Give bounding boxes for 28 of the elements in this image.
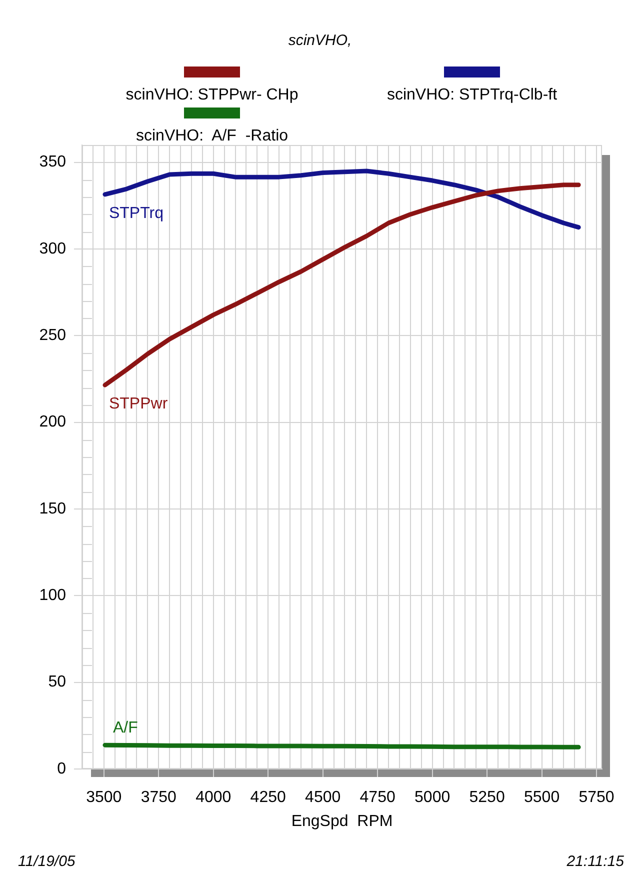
y-tick-label: 200 <box>39 414 66 431</box>
text: 21:11:15 <box>566 853 625 870</box>
x-axis-title: EngSpd RPM <box>291 812 393 830</box>
y-tick-label: 300 <box>39 240 66 258</box>
annotation: STPPwr <box>108 395 168 412</box>
x-tick-label: 5500 <box>524 789 560 806</box>
chart-subtitle: scinVHO, <box>288 32 352 50</box>
y-tick-label: 100 <box>39 587 66 604</box>
legend-label: scinVHO: STPPwr- CHp <box>126 86 298 104</box>
x-tick-label: 3750 <box>140 789 177 806</box>
y-tick-label: 250 <box>39 327 66 344</box>
x-tick-label: 4250 <box>250 789 286 806</box>
y-tick-label: 150 <box>39 500 66 518</box>
y-tick-label: 350 <box>39 154 66 171</box>
x-tick-label: 5250 <box>469 789 505 806</box>
x-tick-label: 4500 <box>305 789 341 806</box>
annotation: STPTrq <box>108 204 164 222</box>
x-tick-label: 4750 <box>360 789 396 806</box>
x-tick-label: 3500 <box>86 789 122 806</box>
x-tick-label: 5000 <box>414 789 450 806</box>
x-tick-label: 5750 <box>578 789 614 806</box>
text: 11/19/05 <box>18 853 76 870</box>
y-tick-label: 50 <box>48 674 66 691</box>
legend-label: scinVHO: A/F -Ratio <box>136 127 288 144</box>
legend-label: scinVHO: STPTrq-Clb-ft <box>386 86 558 104</box>
x-tick-label: 4000 <box>196 789 232 806</box>
y-tick-label: 0 <box>57 760 66 778</box>
annotation: A/F <box>112 719 138 736</box>
